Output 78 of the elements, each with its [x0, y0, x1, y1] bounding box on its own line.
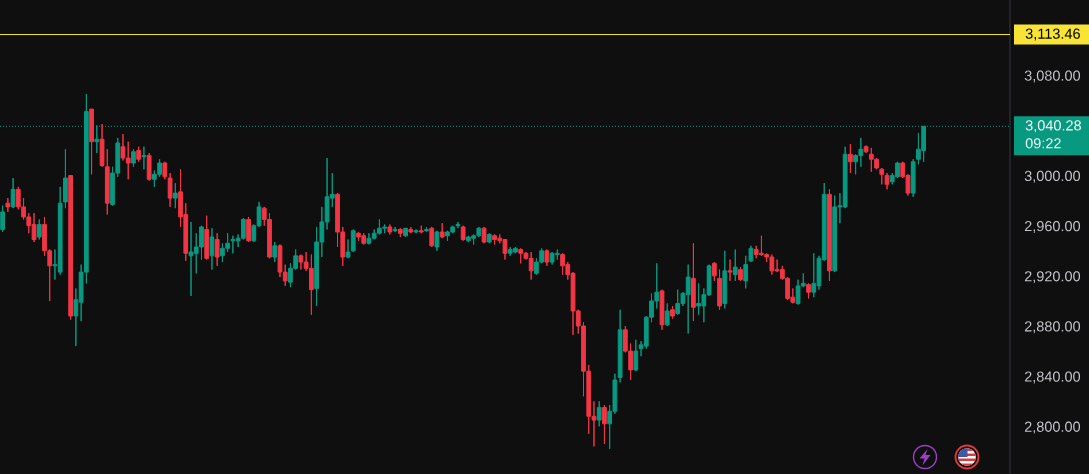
candlestick [738, 266, 743, 282]
candlestick [481, 226, 487, 244]
candlestick [554, 249, 560, 261]
candlestick [863, 144, 869, 154]
candlestick [36, 218, 42, 240]
candlestick [68, 175, 74, 321]
candlestick [397, 227, 403, 238]
candlestick [141, 146, 147, 170]
candlestick [136, 146, 142, 163]
candlestick [146, 152, 152, 182]
candlestick [308, 254, 314, 316]
candlestick [633, 339, 639, 372]
candlestick [10, 177, 16, 209]
candlestick [5, 197, 11, 213]
y-tick-label: 3,080.00 [1024, 70, 1081, 83]
candlestick [131, 148, 136, 168]
candlestick [670, 305, 675, 319]
candlestick [879, 167, 885, 185]
candlestick [246, 216, 251, 243]
candlestick [675, 289, 681, 316]
candlestick [544, 249, 550, 267]
y-tick-label: 2,880.00 [1024, 321, 1081, 334]
candlestick [518, 247, 524, 264]
candlestick [717, 269, 722, 311]
candlestick [691, 242, 696, 322]
candlestick [617, 309, 623, 383]
candlestick [413, 228, 419, 234]
candlestick [0, 205, 5, 233]
candlestick [486, 232, 492, 244]
candlestick [727, 259, 733, 282]
candlestick [434, 230, 440, 252]
candlestick [392, 226, 398, 233]
candlestick [664, 302, 670, 327]
candlestick [659, 289, 665, 331]
candlestick [429, 226, 435, 248]
ref-line-label: 3,040.28 [1025, 120, 1081, 133]
candlestick [89, 108, 94, 175]
candlestick [403, 227, 408, 238]
candlestick [722, 250, 728, 309]
candlestick [596, 400, 602, 427]
candlestick [214, 232, 220, 267]
y-tick-label: 2,920.00 [1024, 271, 1081, 284]
candlestick [167, 172, 173, 208]
candlestick [806, 282, 811, 299]
candlestick [272, 241, 278, 263]
candlestick [418, 225, 424, 234]
candlestick [460, 225, 466, 242]
candlestick [172, 182, 178, 209]
candlestick [832, 195, 838, 273]
y-tick-label: 2,960.00 [1024, 220, 1081, 233]
y-tick-label: 2,840.00 [1024, 371, 1081, 384]
candlestick [387, 223, 393, 235]
candlestick [94, 124, 100, 154]
y-tick-label: 3,000.00 [1024, 170, 1081, 183]
candlestick [743, 255, 749, 289]
text: 09:22 [1025, 138, 1061, 149]
candlestick [350, 228, 356, 253]
candlestick [884, 172, 890, 190]
candlestick [732, 249, 738, 282]
candlestick [711, 261, 717, 282]
candlestick [209, 227, 215, 271]
candlestick [345, 239, 351, 259]
candlestick [99, 123, 105, 168]
candlestick [602, 404, 607, 445]
y-tick-label: 2,800.00 [1024, 421, 1081, 434]
candlestick [63, 148, 68, 209]
candlestick [827, 188, 832, 282]
candlestick [848, 143, 853, 174]
candlestick [910, 158, 916, 198]
candlestick [424, 226, 429, 233]
ref-line-label: 3,113.46 [1025, 28, 1080, 41]
candlestick [104, 148, 110, 215]
candlestick [204, 215, 210, 261]
candlestick [162, 161, 168, 180]
candlestick [748, 245, 754, 263]
candlestick [439, 222, 445, 239]
candlestick [455, 221, 461, 229]
candlestick [408, 226, 414, 234]
